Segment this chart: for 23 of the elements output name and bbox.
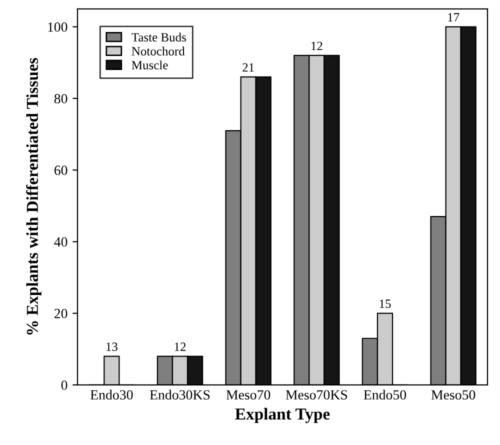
x-tick-label: Endo50 <box>364 390 406 400</box>
annotation: 12 <box>174 342 186 351</box>
y-tick-label: 80 <box>54 94 68 104</box>
x-tick-label: Meso50 <box>431 390 476 400</box>
legend-label: Taste Buds <box>132 32 186 42</box>
y-tick-label: 100 <box>48 22 68 32</box>
y-tick-label: 40 <box>54 237 68 247</box>
legend-label: Notochord <box>132 46 185 56</box>
y-tick-label: 0 <box>61 380 68 390</box>
annotation: 12 <box>312 42 322 50</box>
annotation: 21 <box>242 63 254 72</box>
y-axis-title: % Explants with Differentiated Tissues <box>26 58 42 335</box>
y-tick-label: 20 <box>54 308 68 318</box>
x-axis-title: Explant Type <box>235 408 330 424</box>
x-tick-label: Meso70KS <box>286 390 348 400</box>
x-tick-label: Endo30 <box>90 390 133 400</box>
y-tick-label: 60 <box>54 166 68 176</box>
annotation: 15 <box>380 300 391 308</box>
annotation: 13 <box>106 342 118 351</box>
legend-label: Muscle <box>132 60 168 70</box>
annotation: 17 <box>448 13 460 22</box>
x-tick-label: Endo30KS <box>150 390 210 400</box>
x-tick-label: Meso70 <box>226 390 270 400</box>
